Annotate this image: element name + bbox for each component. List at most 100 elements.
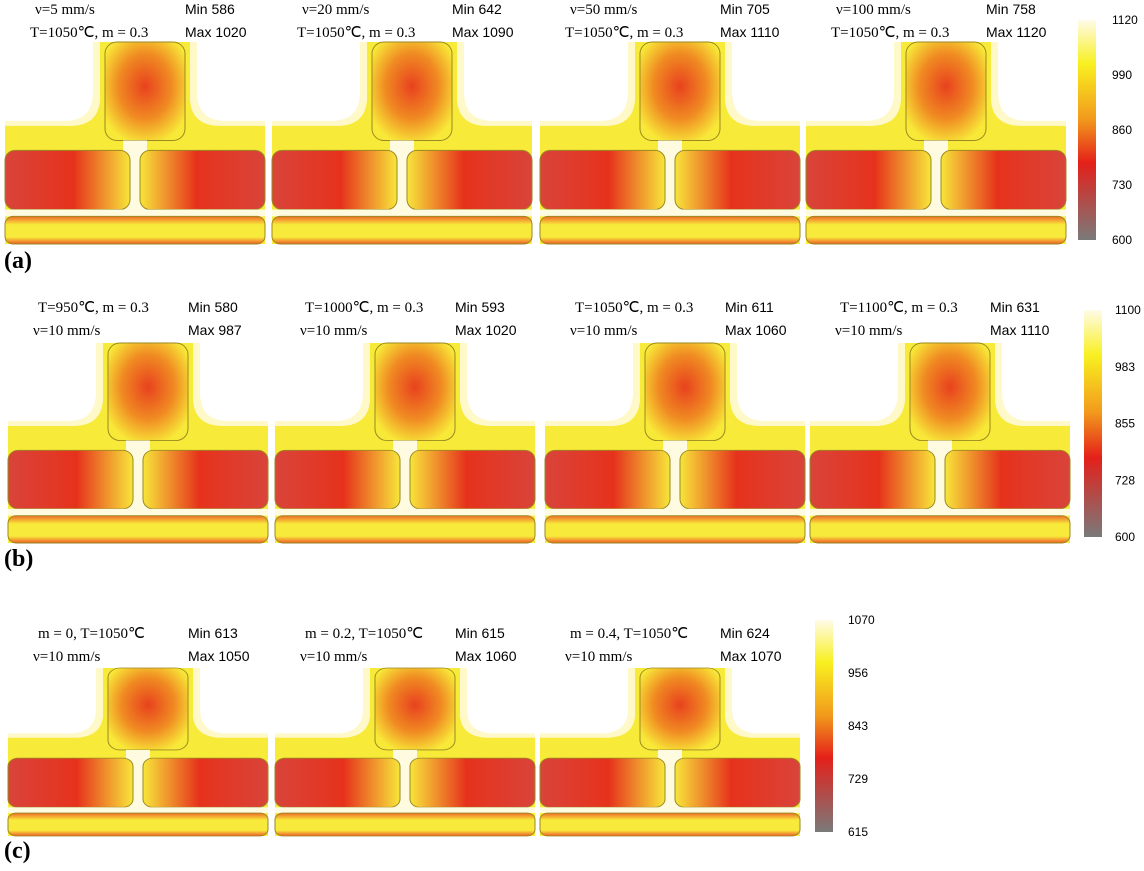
part-channel xyxy=(945,450,1070,509)
max-value: Max 987 xyxy=(188,322,242,338)
caption-line: ν=50 mm/s xyxy=(570,2,637,18)
part-glow xyxy=(8,509,268,516)
part-bottom xyxy=(8,813,268,836)
part-glow xyxy=(190,42,265,126)
part-bottom xyxy=(275,813,535,836)
max-value: Max 1090 xyxy=(452,24,514,40)
part-stem xyxy=(640,668,720,750)
temperature-field xyxy=(5,42,265,244)
min-value: Min 613 xyxy=(188,625,238,641)
part-glow xyxy=(725,42,800,126)
min-value: Min 758 xyxy=(986,1,1036,17)
caption-line: m = 0.2, T=1050℃ xyxy=(305,626,423,642)
caption-line: m = 0, T=1050℃ xyxy=(38,626,145,642)
part-glow xyxy=(8,343,103,426)
part-channel xyxy=(275,450,400,509)
colorbar-label: 860 xyxy=(1112,123,1132,137)
part-stem xyxy=(640,42,720,141)
max-value: Max 1050 xyxy=(188,648,250,664)
part-glow xyxy=(8,668,103,738)
part-channel xyxy=(680,450,805,509)
part-channel xyxy=(8,758,133,807)
part-stem xyxy=(645,343,725,441)
min-value: Min 631 xyxy=(990,299,1040,315)
part-glow xyxy=(275,807,535,813)
min-value: Min 593 xyxy=(455,299,505,315)
temperature-field xyxy=(8,343,268,543)
max-value: Max 1060 xyxy=(455,648,517,664)
part-glow xyxy=(457,42,532,126)
part-stem xyxy=(372,42,452,141)
caption-line: ν=10 mm/s xyxy=(570,323,637,339)
part-channel xyxy=(810,450,935,509)
part-glow xyxy=(193,343,268,426)
part-bottom xyxy=(272,216,532,244)
part-glow xyxy=(460,343,535,426)
caption-line: T=1050℃, m = 0.3 xyxy=(30,25,148,41)
part-bottom xyxy=(540,216,800,244)
caption-line: ν=5 mm/s xyxy=(35,2,95,18)
colorbar xyxy=(815,620,833,832)
colorbar xyxy=(1084,310,1102,537)
part-glow xyxy=(540,42,635,126)
part-glow xyxy=(995,343,1070,426)
part-glow xyxy=(8,807,268,813)
part-bottom xyxy=(806,216,1066,244)
max-value: Max 1110 xyxy=(990,322,1050,338)
part-bottom xyxy=(275,516,535,543)
temperature-field xyxy=(275,668,535,836)
part-glow xyxy=(272,210,532,217)
part-stem xyxy=(105,42,185,141)
caption-line: ν=10 mm/s xyxy=(300,649,367,665)
part-channel xyxy=(806,150,931,209)
temperature-field xyxy=(8,668,268,836)
part-glow xyxy=(275,509,535,516)
min-value: Min 615 xyxy=(455,625,505,641)
part-stem xyxy=(375,668,455,750)
temperature-field xyxy=(272,42,532,244)
colorbar-label: 1100 xyxy=(1115,303,1141,317)
colorbar-label: 730 xyxy=(1112,178,1132,192)
temperature-field xyxy=(806,42,1066,244)
colorbar-label: 1120 xyxy=(1112,13,1138,27)
colorbar-label: 1070 xyxy=(848,613,875,627)
min-value: Min 586 xyxy=(185,1,235,17)
min-value: Min 705 xyxy=(720,1,770,17)
part-bottom xyxy=(810,516,1070,543)
part-glow xyxy=(806,210,1066,217)
max-value: Max 1020 xyxy=(185,24,247,40)
colorbar-label: 729 xyxy=(848,772,868,786)
caption-line: T=950℃, m = 0.3 xyxy=(38,300,149,316)
caption-line: m = 0.4, T=1050℃ xyxy=(570,626,688,642)
colorbar-label: 728 xyxy=(1115,473,1135,487)
part-bottom xyxy=(540,813,800,836)
part-channel xyxy=(272,150,397,209)
part-glow xyxy=(545,509,805,516)
part-channel xyxy=(143,758,268,807)
part-channel xyxy=(675,758,800,807)
part-glow xyxy=(275,343,370,426)
part-glow xyxy=(193,668,268,738)
part-glow xyxy=(5,210,265,217)
colorbar-label: 855 xyxy=(1115,417,1135,431)
temperature-field xyxy=(810,343,1070,543)
part-channel xyxy=(140,150,265,209)
part-glow xyxy=(810,343,905,426)
part-glow xyxy=(806,42,901,126)
part-channel xyxy=(675,150,800,209)
part-bottom xyxy=(5,216,265,244)
part-glow xyxy=(275,668,370,738)
part-glow xyxy=(810,509,1070,516)
part-channel xyxy=(540,758,665,807)
figure: ν=5 mm/s T=1050℃, m = 0.3 Min 586 Max 1020 ν… xyxy=(0,0,1144,871)
part-stem xyxy=(375,343,455,441)
min-value: Min 611 xyxy=(725,299,774,315)
caption-line: ν=20 mm/s xyxy=(302,2,369,18)
part-glow xyxy=(5,42,100,126)
colorbar xyxy=(1078,20,1096,240)
temperature-field xyxy=(540,668,800,836)
part-channel xyxy=(5,150,130,209)
caption-line: T=1050℃, m = 0.3 xyxy=(297,25,415,41)
colorbar-label: 615 xyxy=(848,825,868,839)
colorbar-label: 990 xyxy=(1112,68,1132,82)
